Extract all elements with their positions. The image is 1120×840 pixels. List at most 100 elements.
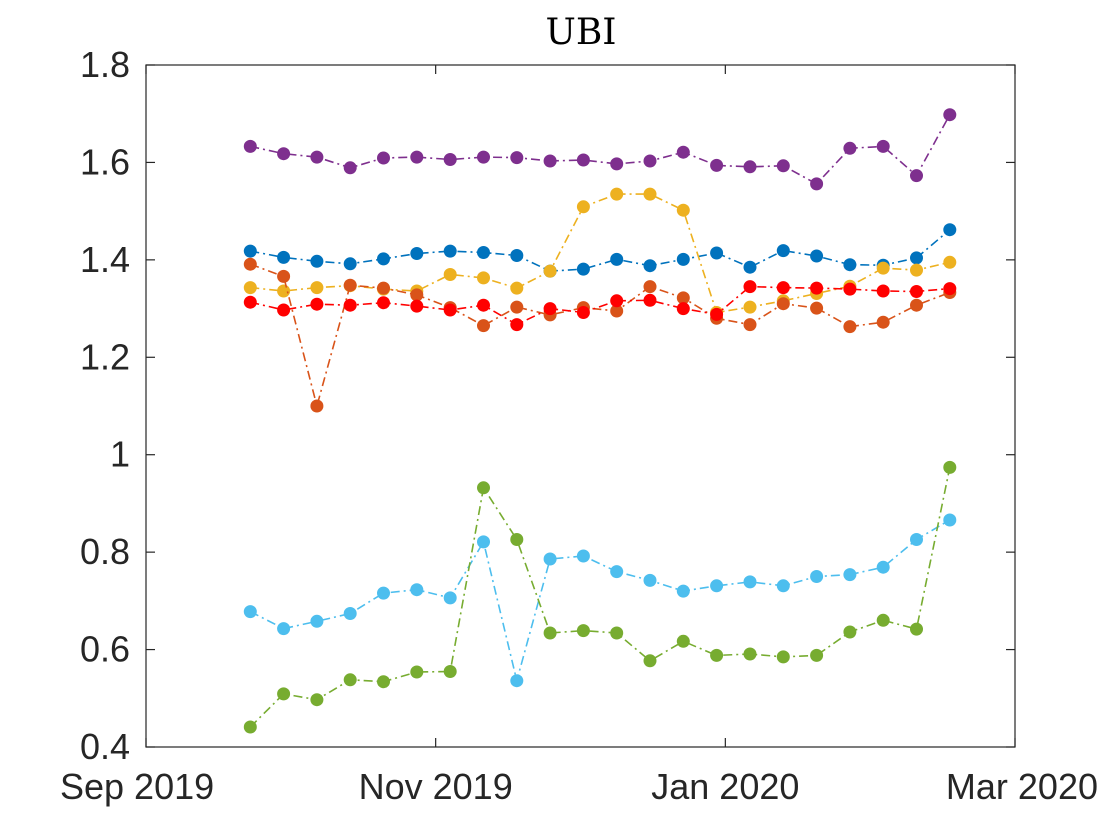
data-point <box>843 320 857 334</box>
y-tick-label: 1.6 <box>80 141 130 182</box>
data-point <box>543 302 557 316</box>
data-point <box>643 293 657 307</box>
data-point <box>876 560 890 574</box>
series-purple <box>243 108 957 191</box>
data-point <box>910 251 923 265</box>
data-point <box>843 141 857 155</box>
data-point <box>277 622 291 636</box>
data-point <box>910 533 923 546</box>
data-point <box>876 315 890 329</box>
data-point <box>876 613 890 627</box>
data-point <box>910 298 923 312</box>
data-point <box>610 294 624 308</box>
data-point <box>643 154 657 168</box>
data-point <box>277 147 291 161</box>
data-point <box>610 187 624 201</box>
data-point <box>310 399 324 413</box>
data-point <box>810 281 824 295</box>
data-point <box>343 278 357 292</box>
data-point <box>610 304 624 318</box>
data-point <box>277 250 291 264</box>
data-point <box>377 675 390 689</box>
data-point <box>277 269 291 283</box>
data-point <box>910 622 923 636</box>
y-tick-label: 0.8 <box>80 531 130 572</box>
data-point <box>943 460 957 474</box>
data-point <box>643 573 657 587</box>
data-point <box>576 200 590 214</box>
data-point <box>676 145 690 159</box>
data-point <box>610 157 624 171</box>
data-point <box>676 302 690 316</box>
series-layer <box>243 108 957 734</box>
data-point <box>310 254 324 268</box>
data-point <box>643 259 657 273</box>
data-point <box>776 297 790 311</box>
data-point <box>543 154 557 168</box>
data-point <box>810 249 824 263</box>
data-point <box>710 307 724 321</box>
x-tick-label: Nov 2019 <box>359 766 513 807</box>
y-tick-label: 0.6 <box>80 629 130 670</box>
data-point <box>843 258 857 272</box>
axes-box <box>145 64 1016 748</box>
data-point <box>410 665 424 679</box>
data-point <box>776 579 790 593</box>
data-point <box>676 252 690 266</box>
x-tick-label: Jan 2020 <box>651 766 799 807</box>
axes-layer: 0.4 0.6 0.8 1 1.2 1.4 1.6 1.8 Sep 2019 Nov 2019 Ja… <box>60 44 1098 807</box>
data-point <box>477 319 490 333</box>
data-point <box>243 720 257 734</box>
data-point <box>710 246 724 260</box>
data-point <box>477 150 490 164</box>
data-point <box>477 481 490 495</box>
data-point <box>676 634 690 648</box>
data-point <box>477 271 490 285</box>
data-point <box>910 263 923 277</box>
data-point <box>810 177 824 191</box>
data-point <box>510 151 524 165</box>
data-point <box>676 203 690 217</box>
data-point <box>610 626 624 640</box>
data-point <box>843 568 857 582</box>
data-point <box>443 303 457 317</box>
data-point <box>477 246 490 259</box>
data-point <box>243 139 257 153</box>
data-point <box>377 281 390 295</box>
data-point <box>243 605 257 619</box>
data-point <box>443 153 457 166</box>
data-point <box>576 153 590 167</box>
series-line-red <box>250 285 950 326</box>
data-point <box>776 650 790 664</box>
data-point <box>277 687 291 701</box>
data-point <box>310 150 324 164</box>
data-point <box>510 249 524 262</box>
data-point <box>510 318 524 332</box>
data-point <box>543 552 557 566</box>
data-point <box>943 108 957 122</box>
data-point <box>310 281 324 295</box>
data-point <box>410 583 424 597</box>
data-point <box>243 281 257 295</box>
data-point <box>743 647 757 661</box>
data-point <box>443 665 457 678</box>
data-point <box>410 299 424 313</box>
data-point <box>943 223 957 237</box>
data-point <box>377 252 390 266</box>
data-point <box>243 257 257 271</box>
data-point <box>776 244 790 258</box>
data-point <box>310 614 324 628</box>
data-point <box>343 607 357 620</box>
y-tick-label: 1.8 <box>80 44 130 85</box>
data-point <box>510 533 524 546</box>
data-point <box>710 579 724 593</box>
data-point <box>743 280 757 294</box>
data-point <box>943 513 957 527</box>
data-point <box>810 570 824 583</box>
data-point <box>243 295 257 309</box>
y-tick-label: 1.2 <box>80 336 130 377</box>
data-point <box>676 584 690 598</box>
data-point <box>776 281 790 295</box>
x-tick-label: Sep 2019 <box>60 766 214 807</box>
